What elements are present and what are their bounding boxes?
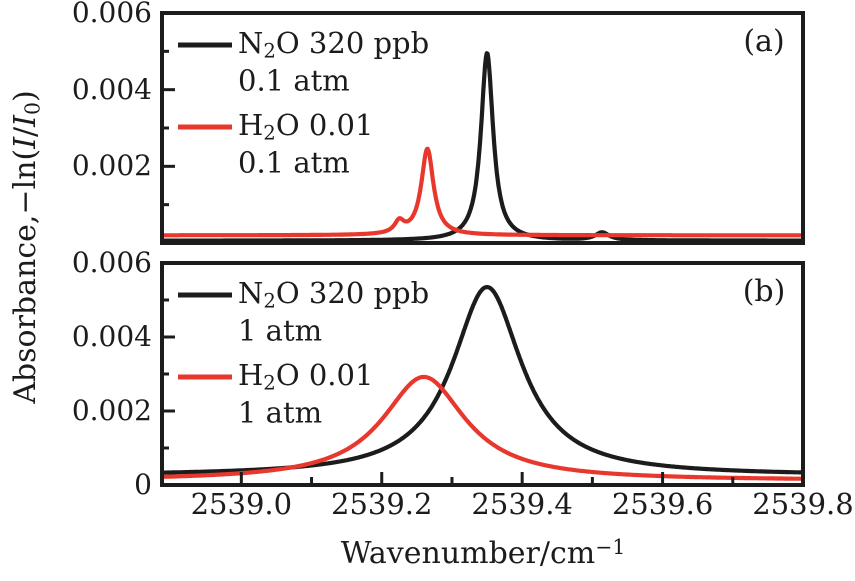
y-tick-label-b: 0: [134, 468, 152, 501]
y-tick-label-b: 0.002: [71, 394, 152, 427]
panel-letter-b: (b): [742, 274, 786, 309]
y-tick-label-b: 0.004: [71, 320, 152, 353]
text-fragment: −1: [595, 535, 626, 560]
legend-label2-b-1: 1 atm: [238, 395, 323, 430]
text-fragment: Wavenumber/cm: [340, 535, 596, 571]
text-fragment: ): [8, 90, 44, 102]
legend-label-b-1: H2O 0.01: [238, 357, 374, 395]
legend-label-b-0: N2O 320 ppb: [238, 275, 430, 313]
legend-label2-a-0: 0.1 atm: [238, 63, 350, 98]
text-fragment: I: [8, 136, 44, 149]
series-curve-a-0: [159, 51, 806, 243]
x-tick-label: 2539.8: [752, 487, 854, 521]
text-fragment: Absorbance,−ln(: [8, 148, 44, 404]
x-axis-title: Wavenumber/cm−1: [341, 537, 626, 569]
x-tick-label: 2539.4: [471, 487, 573, 521]
panel-a-border: [160, 11, 805, 245]
y-tick-label-a: 0.002: [71, 149, 152, 183]
text-fragment: O 0.01: [275, 107, 374, 142]
text-fragment: 2: [263, 39, 276, 63]
text-fragment: N: [238, 25, 264, 60]
legend-label2-a-1: 0.1 atm: [238, 145, 350, 180]
text-fragment: O 320 ppb: [275, 275, 430, 310]
x-tick-label: 2539.2: [331, 487, 433, 521]
text-fragment: O 320 ppb: [275, 25, 430, 60]
panel-letter-a: (a): [743, 24, 785, 59]
legend-label-a-1: H2O 0.01: [238, 107, 374, 145]
text-fragment: H: [238, 107, 264, 142]
series-curve-a-1: [159, 146, 806, 238]
panel-b-border: [160, 261, 805, 487]
y-tick-label-a: 0.006: [71, 0, 152, 29]
text-fragment: 0: [20, 101, 45, 115]
text-fragment: I: [8, 114, 44, 127]
legend-label2-b-0: 1 atm: [238, 313, 323, 348]
x-tick-label: 2539.0: [190, 487, 293, 521]
text-fragment: 2: [263, 289, 276, 313]
legend-label-a-0: N2O 320 ppb: [238, 25, 430, 63]
series-curve-b-1: [159, 374, 806, 481]
y-tick-label-b: 0.006: [71, 246, 152, 279]
y-axis-title: Absorbance,−ln(I/I0): [8, 90, 45, 404]
text-fragment: N: [238, 275, 264, 310]
text-fragment: 2: [263, 371, 276, 395]
x-tick-label: 2539.6: [611, 487, 714, 521]
y-tick-label-a: 0.004: [71, 72, 152, 106]
text-fragment: O 0.01: [275, 357, 374, 392]
text-fragment: H: [238, 357, 264, 392]
text-fragment: 2: [263, 121, 276, 145]
text-fragment: /: [8, 126, 44, 137]
